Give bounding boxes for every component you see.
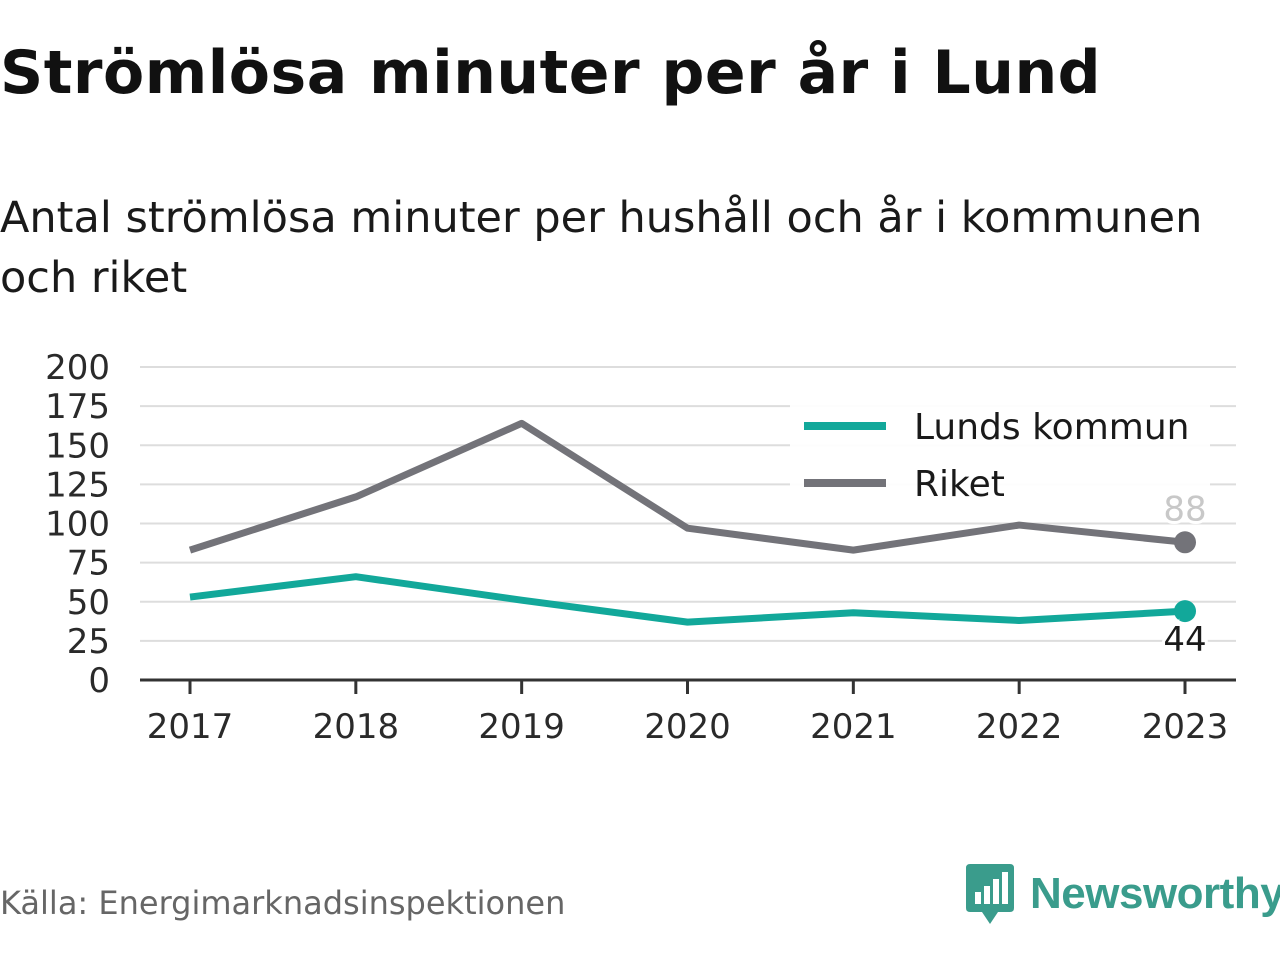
end-point-marker: [1174, 531, 1196, 554]
legend-label: Lunds kommun: [914, 407, 1189, 448]
bar-chart-speech-bubble-icon: [966, 864, 1014, 924]
x-tick-label: 2022: [976, 707, 1063, 747]
legend: Lunds kommun Riket: [790, 402, 1210, 510]
x-tick-label: 2019: [478, 707, 565, 747]
legend-background: [790, 402, 1210, 510]
end-point-marker: [1174, 600, 1196, 623]
y-tick-label: 50: [67, 583, 110, 623]
y-tick-label: 0: [88, 661, 110, 701]
source-note: Källa: Energimarknadsinspektionen: [0, 884, 566, 922]
x-tick-label: 2017: [147, 707, 234, 747]
data-labels: 44 88: [1160, 486, 1209, 663]
x-axis-ticks: 2017 2018 2019 2020 2021 2022 2023: [140, 678, 1236, 747]
y-tick-label: 150: [45, 426, 110, 466]
x-tick-label: 2023: [1142, 707, 1229, 747]
end-value-label: 44: [1163, 620, 1206, 660]
brand-name: Newsworthy: [1030, 869, 1280, 918]
series-lines: [188, 419, 1186, 626]
series-line-lunds-kommun: [189, 573, 1186, 626]
y-tick-label: 100: [45, 505, 110, 545]
chart-title: Strömlösa minuter per år i Lund: [0, 38, 1102, 108]
y-tick-label: 75: [67, 544, 110, 584]
y-tick-label: 200: [45, 348, 110, 388]
chart-subtitle: Antal strömlösa minuter per hushåll och …: [0, 193, 1203, 303]
x-tick-label: 2020: [644, 707, 731, 747]
series-line-riket: [188, 419, 1186, 554]
y-tick-label: 125: [45, 465, 110, 505]
brand-logo: Newsworthy: [964, 862, 1280, 926]
legend-label: Riket: [914, 464, 1005, 505]
x-tick-label: 2018: [313, 707, 400, 747]
y-tick-label: 25: [67, 622, 110, 662]
x-tick-label: 2021: [810, 707, 897, 747]
end-value-label: 88: [1163, 489, 1206, 529]
y-tick-label: 175: [45, 387, 110, 427]
